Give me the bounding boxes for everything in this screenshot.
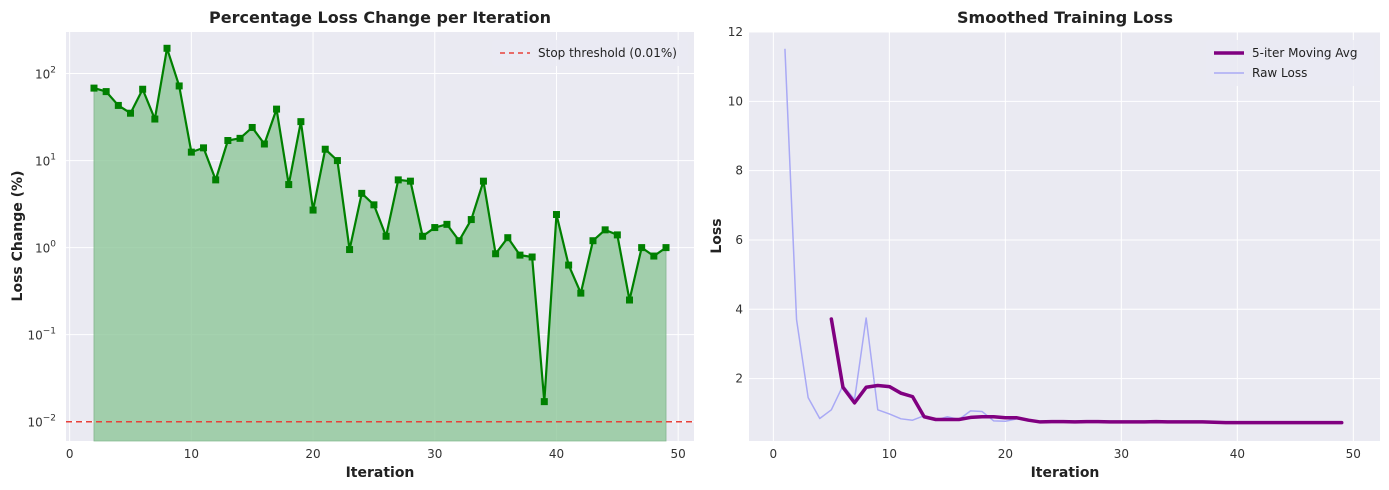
legend: Stop threshold (0.01%) (492, 40, 688, 66)
chart-title: Percentage Loss Change per Iteration (209, 8, 551, 27)
y-tick-label: 6 (735, 233, 743, 247)
smoothed-loss-chart: 0 10 20 30 40 50 2 4 6 8 10 12 Smoothed Training L… (709, 8, 1380, 481)
data-point (321, 145, 329, 153)
data-point (273, 105, 281, 113)
data-point (638, 244, 646, 252)
legend-moving-avg-label: 5-iter Moving Avg (1252, 46, 1358, 60)
moving-avg-line (829, 317, 1344, 425)
data-point (346, 246, 354, 254)
x-tick-label: 50 (1346, 447, 1361, 461)
x-tick-label: 40 (549, 447, 564, 461)
x-axis-label: Iteration (1031, 465, 1100, 481)
data-point (662, 244, 670, 252)
x-axis-label: Iteration (346, 465, 415, 481)
data-point (260, 140, 268, 148)
data-point (492, 250, 500, 258)
data-point (333, 157, 341, 165)
data-point (577, 289, 585, 297)
data-point (187, 148, 195, 156)
data-point (601, 226, 609, 234)
data-point (224, 137, 232, 145)
data-point (467, 216, 475, 224)
data-point (589, 237, 597, 245)
data-point (504, 234, 512, 242)
chart-title: Smoothed Training Loss (957, 8, 1173, 27)
legend: 5-iter Moving Avg Raw Loss (1206, 40, 1374, 86)
x-tick-label: 20 (305, 447, 320, 461)
y-tick-labels: 10−2 10−1 100 101 102 (27, 66, 56, 430)
data-point (528, 253, 536, 261)
data-point (248, 123, 256, 131)
plot-area (749, 32, 1380, 441)
legend-threshold-label: Stop threshold (0.01%) (538, 46, 677, 60)
y-tick-label: 2 (735, 372, 743, 386)
y-tick-label: 12 (728, 25, 743, 39)
y-tick-label: 4 (735, 302, 743, 316)
y-tick-labels: 2 4 6 8 10 12 (728, 25, 743, 386)
x-tick-label: 0 (66, 447, 74, 461)
data-point (358, 189, 366, 197)
data-point (212, 176, 220, 184)
x-tick-labels: 0 10 20 30 40 50 (66, 447, 686, 461)
data-point (552, 211, 560, 219)
x-tick-label: 20 (998, 447, 1013, 461)
data-point (151, 115, 159, 123)
data-point (650, 252, 658, 260)
data-point (285, 181, 293, 189)
data-point (406, 177, 414, 185)
loss-change-chart: 0 10 20 30 40 50 10−2 10−1 100 101 102 Percentage… (10, 8, 694, 481)
data-point (163, 44, 171, 52)
data-point (394, 176, 402, 184)
data-point (613, 231, 621, 239)
data-point (90, 84, 98, 92)
y-axis-label: Loss Change (%) (10, 171, 26, 302)
legend-box (1206, 40, 1374, 86)
data-point (540, 398, 548, 406)
series-line (93, 47, 667, 403)
y-tick-label: 102 (35, 66, 56, 82)
data-point (443, 220, 451, 228)
legend-raw-loss-label: Raw Loss (1252, 66, 1307, 80)
data-point (200, 144, 208, 152)
x-tick-label: 50 (671, 447, 686, 461)
x-tick-label: 40 (1230, 447, 1245, 461)
data-point (309, 206, 317, 214)
x-tick-label: 10 (184, 447, 199, 461)
data-point (139, 85, 147, 93)
data-point (102, 88, 110, 96)
y-tick-label: 100 (35, 240, 56, 256)
x-tick-label: 30 (427, 447, 442, 461)
y-tick-label: 10−1 (27, 327, 56, 343)
data-point (370, 201, 378, 209)
data-point (382, 232, 390, 240)
x-tick-labels: 0 10 20 30 40 50 (770, 447, 1361, 461)
data-point (625, 296, 633, 304)
x-tick-label: 30 (1114, 447, 1129, 461)
y-tick-label: 10 (728, 94, 743, 108)
y-tick-label: 101 (35, 153, 56, 169)
y-axis-label: Loss (709, 218, 725, 253)
legend-box (492, 40, 688, 66)
data-point (175, 82, 183, 90)
data-point (114, 101, 122, 109)
data-point (127, 109, 135, 117)
y-tick-label: 8 (735, 164, 743, 178)
data-point (455, 237, 463, 245)
grid (749, 31, 1380, 441)
data-point (479, 177, 487, 185)
data-point (516, 251, 524, 259)
x-tick-label: 10 (882, 447, 897, 461)
x-tick-label: 0 (770, 447, 778, 461)
data-point (419, 232, 427, 240)
data-point (236, 134, 244, 142)
data-point (297, 118, 305, 126)
data-point (431, 224, 439, 232)
data-point (565, 261, 573, 269)
series-group (90, 44, 670, 406)
series-group (784, 48, 1344, 425)
y-tick-label: 10−2 (27, 414, 56, 430)
